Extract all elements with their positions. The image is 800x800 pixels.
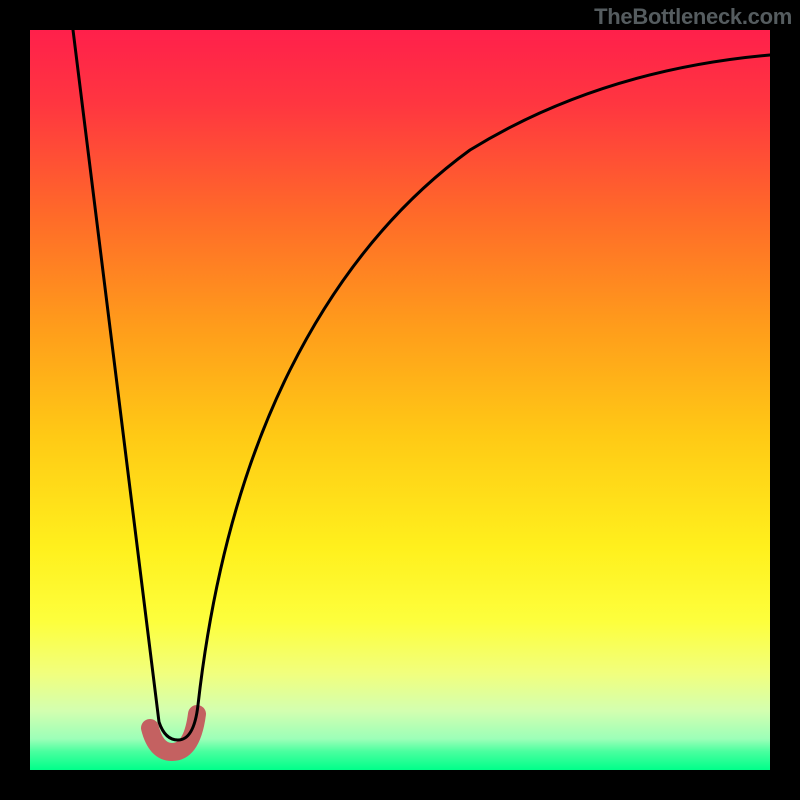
chart-container: TheBottleneck.com xyxy=(0,0,800,800)
chart-svg xyxy=(0,0,800,800)
plot-background xyxy=(30,30,770,770)
watermark-text: TheBottleneck.com xyxy=(594,4,792,30)
